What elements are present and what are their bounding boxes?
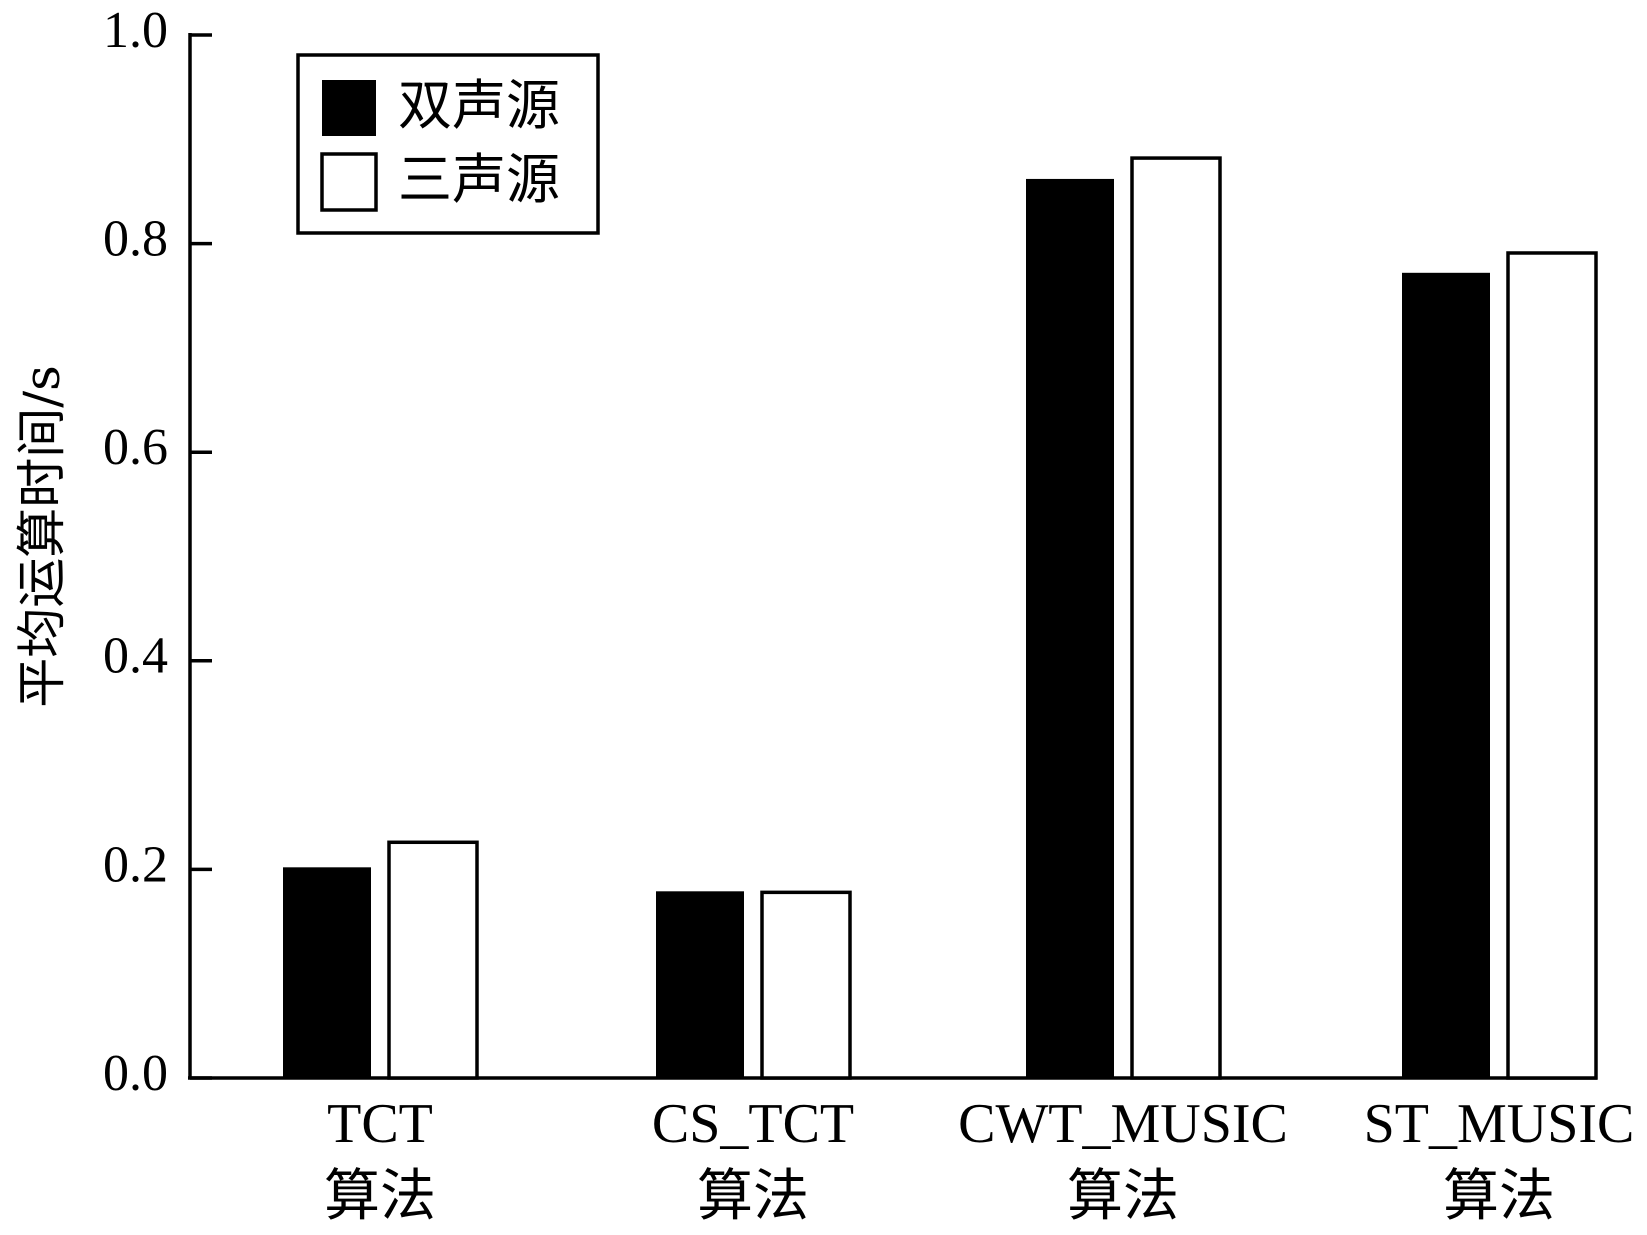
y-ticks: 0.0 0.2 0.4 0.6 0.8 1.0 [103,2,212,1102]
bar-series1-4 [1402,272,1490,1079]
legend-swatch-1 [322,80,376,136]
legend-label-2: 三声源 [398,148,560,211]
y-tick-label: 0.4 [103,628,168,685]
bar-series1-1 [283,867,371,1078]
x-category-sublabel: 算法 [697,1166,809,1228]
y-axis-label-group: 平均运算时间/s [13,365,71,708]
x-category-label: CS_TCT [652,1093,854,1155]
x-category-label: CWT_MUSIC [958,1093,1288,1155]
x-category-label: TCT [327,1093,433,1155]
y-tick-label: 0.2 [103,836,168,893]
x-category-label: ST_MUSIC [1364,1093,1635,1155]
y-tick-label: 0.0 [103,1045,168,1102]
bar-series1-3 [1026,178,1114,1078]
x-category-sublabel: 算法 [324,1166,436,1228]
y-axis-label: 平均运算时间/s [13,365,71,708]
bar-series1-2 [656,891,744,1078]
x-category-sublabel: 算法 [1067,1166,1179,1228]
bar-series2-2 [760,890,852,1080]
bar-series2-1 [387,840,479,1080]
y-tick-label: 0.8 [103,211,168,268]
bar-series2-4 [1506,251,1598,1080]
bars [283,156,1598,1080]
y-tick-label: 1.0 [103,2,168,59]
bar-series2-3 [1130,156,1222,1080]
x-category-labels: TCT 算法 CS_TCT 算法 CWT_MUSIC 算法 ST_MUSIC 算法 [324,1093,1634,1228]
x-category-sublabel: 算法 [1443,1166,1555,1228]
y-tick-label: 0.6 [103,419,168,476]
legend-label-1: 双声源 [398,74,560,137]
legend-swatch-2 [320,152,378,212]
